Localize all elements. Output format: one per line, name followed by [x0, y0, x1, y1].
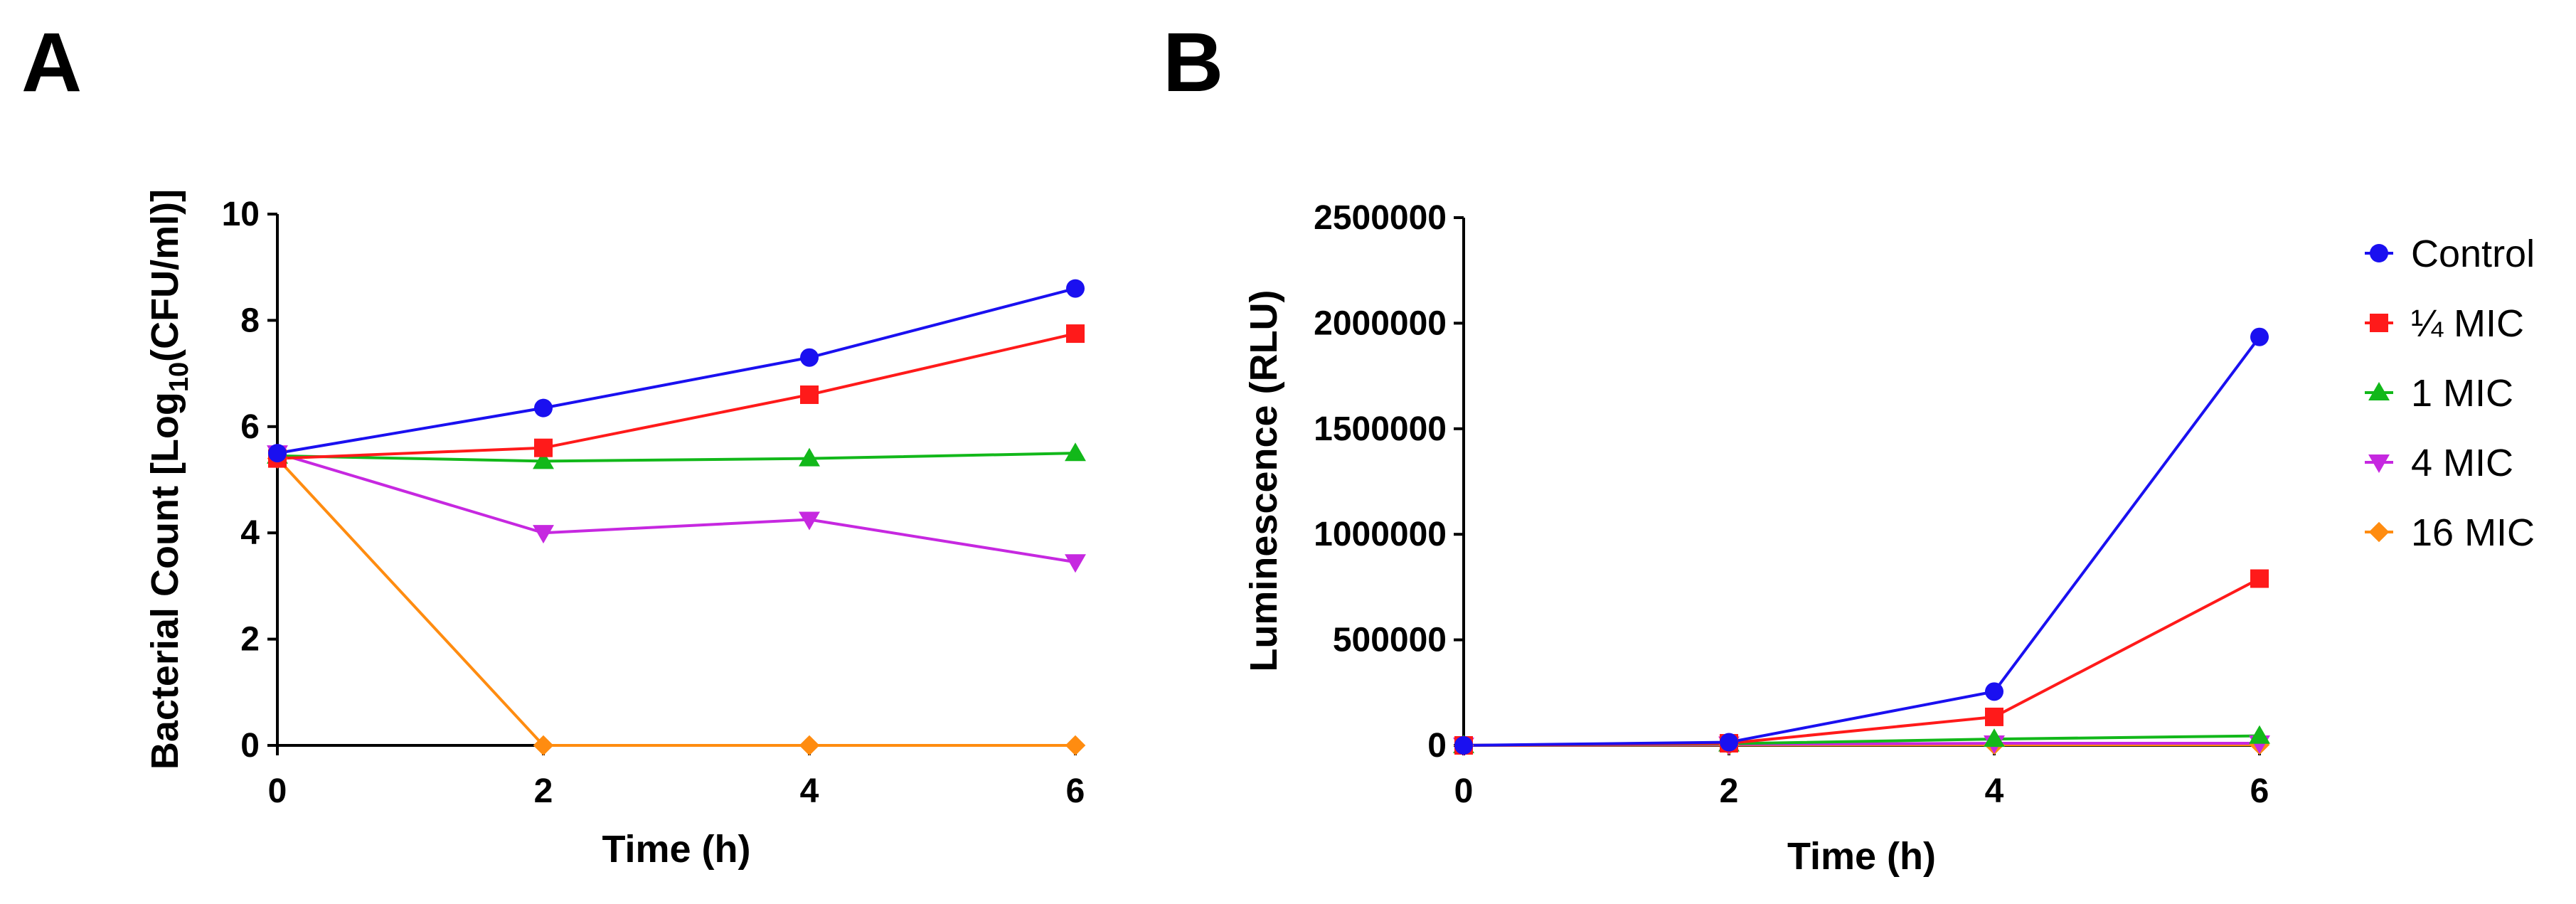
chart-a-data-point — [800, 385, 819, 404]
chart-b: 0 500000 1000000 1500000 2000000 2500000 0 2 4 6 T… — [1242, 199, 2270, 878]
chart-a-data-point — [268, 444, 287, 463]
panel-b-label: B — [1163, 16, 1223, 110]
chart-b-y-label: Luminescence (RLU) — [1242, 289, 1285, 671]
chart-a-data-point — [1065, 554, 1086, 573]
chart-a-y-tick-label: 6 — [240, 408, 260, 446]
legend-marker — [2368, 454, 2390, 473]
legend-label: 4 MIC — [2411, 442, 2513, 484]
chart-b-y-tick-label: 500000 — [1333, 622, 1447, 659]
chart-a-x-label: Time (h) — [602, 828, 750, 871]
chart-b-x-label: Time (h) — [1787, 835, 1936, 878]
legend-marker — [2370, 314, 2388, 332]
chart-b-x-tick-label: 2 — [1720, 772, 1739, 810]
legend-label: ¼ MIC — [2411, 302, 2524, 345]
chart-a-y-tick-label: 10 — [222, 196, 260, 233]
legend: Control ¼ MIC 1 MIC 4 MIC 16 MIC — [2365, 233, 2535, 554]
chart-a-x-tick-label: 4 — [800, 772, 819, 810]
chart-a-data-point — [533, 735, 554, 756]
chart-a-data-point — [800, 348, 819, 367]
chart-a-data-point — [1066, 279, 1085, 298]
chart-a-series-line — [277, 332, 1076, 460]
chart-a-series-line — [277, 452, 1076, 564]
chart-b-x-tick-label: 4 — [1985, 772, 2004, 810]
chart-b-data-point — [2249, 725, 2270, 744]
chart-a-data-point — [799, 511, 820, 531]
chart-a-x-tick-label: 0 — [268, 772, 287, 810]
chart-a-data-point — [533, 525, 554, 544]
chart-a-y-tick-label: 4 — [240, 514, 260, 552]
chart-a-data-point — [534, 398, 553, 418]
chart-a-data-point — [1066, 324, 1085, 344]
chart-a-data-point — [1065, 735, 1086, 756]
chart-b-series-line — [1463, 577, 2260, 747]
chart-a-y-label-prefix: Bacterial Count [Log — [144, 392, 186, 770]
chart-b-series-line — [1463, 336, 2261, 747]
chart-a-y-tick-label: 2 — [240, 621, 260, 659]
chart-a-series-line — [276, 457, 1075, 747]
chart-a-data-point — [533, 450, 554, 469]
chart-b-data-point — [1985, 682, 2003, 701]
chart-a-y-label-subscript: 10 — [164, 362, 194, 392]
chart-a-data-point — [799, 735, 820, 756]
legend-marker — [2370, 244, 2388, 262]
chart-a-data-point — [799, 447, 820, 467]
legend-marker — [2368, 521, 2390, 543]
chart-b-y-tick-label: 2500000 — [1314, 199, 1447, 237]
legend-label: 16 MIC — [2411, 511, 2535, 554]
chart-a-data-point — [1065, 442, 1086, 462]
chart-b-data-point — [1454, 736, 1473, 755]
chart-b-y-tick-label: 1000000 — [1314, 516, 1447, 553]
chart-b-y-tick-label: 2000000 — [1314, 304, 1447, 342]
panel-a-label: A — [21, 16, 82, 110]
chart-b-data-point — [1985, 707, 2003, 726]
chart-b-data-point — [2250, 327, 2269, 346]
chart-b-x-tick-label: 0 — [1454, 772, 1474, 810]
chart-a-data-point — [534, 438, 553, 457]
legend-marker — [2368, 382, 2390, 401]
chart-a-y-label: Bacterial Count [Log10(CFU/ml)] — [144, 189, 194, 770]
chart-a-x-tick-label: 6 — [1066, 772, 1085, 810]
chart-b-y-tick-label: 1500000 — [1314, 410, 1447, 448]
chart-a-y-tick-label: 0 — [240, 727, 260, 765]
chart-b-y-tick-label: 0 — [1427, 727, 1447, 765]
chart-a-y-tick-label: 8 — [240, 302, 260, 339]
chart-a-series-line — [277, 287, 1076, 455]
legend-label: 1 MIC — [2411, 372, 2513, 415]
chart-a-series-line — [277, 452, 1076, 463]
chart-b-data-point — [1984, 728, 2005, 748]
chart-b-x-tick-label: 6 — [2250, 772, 2269, 810]
chart-b-data-point — [2250, 569, 2269, 588]
chart-a-y-label-suffix: (CFU/ml)] — [144, 189, 186, 362]
legend-label: Control — [2411, 233, 2535, 275]
chart-a-x-tick-label: 2 — [534, 772, 553, 810]
chart-b-data-point — [1720, 733, 1738, 752]
